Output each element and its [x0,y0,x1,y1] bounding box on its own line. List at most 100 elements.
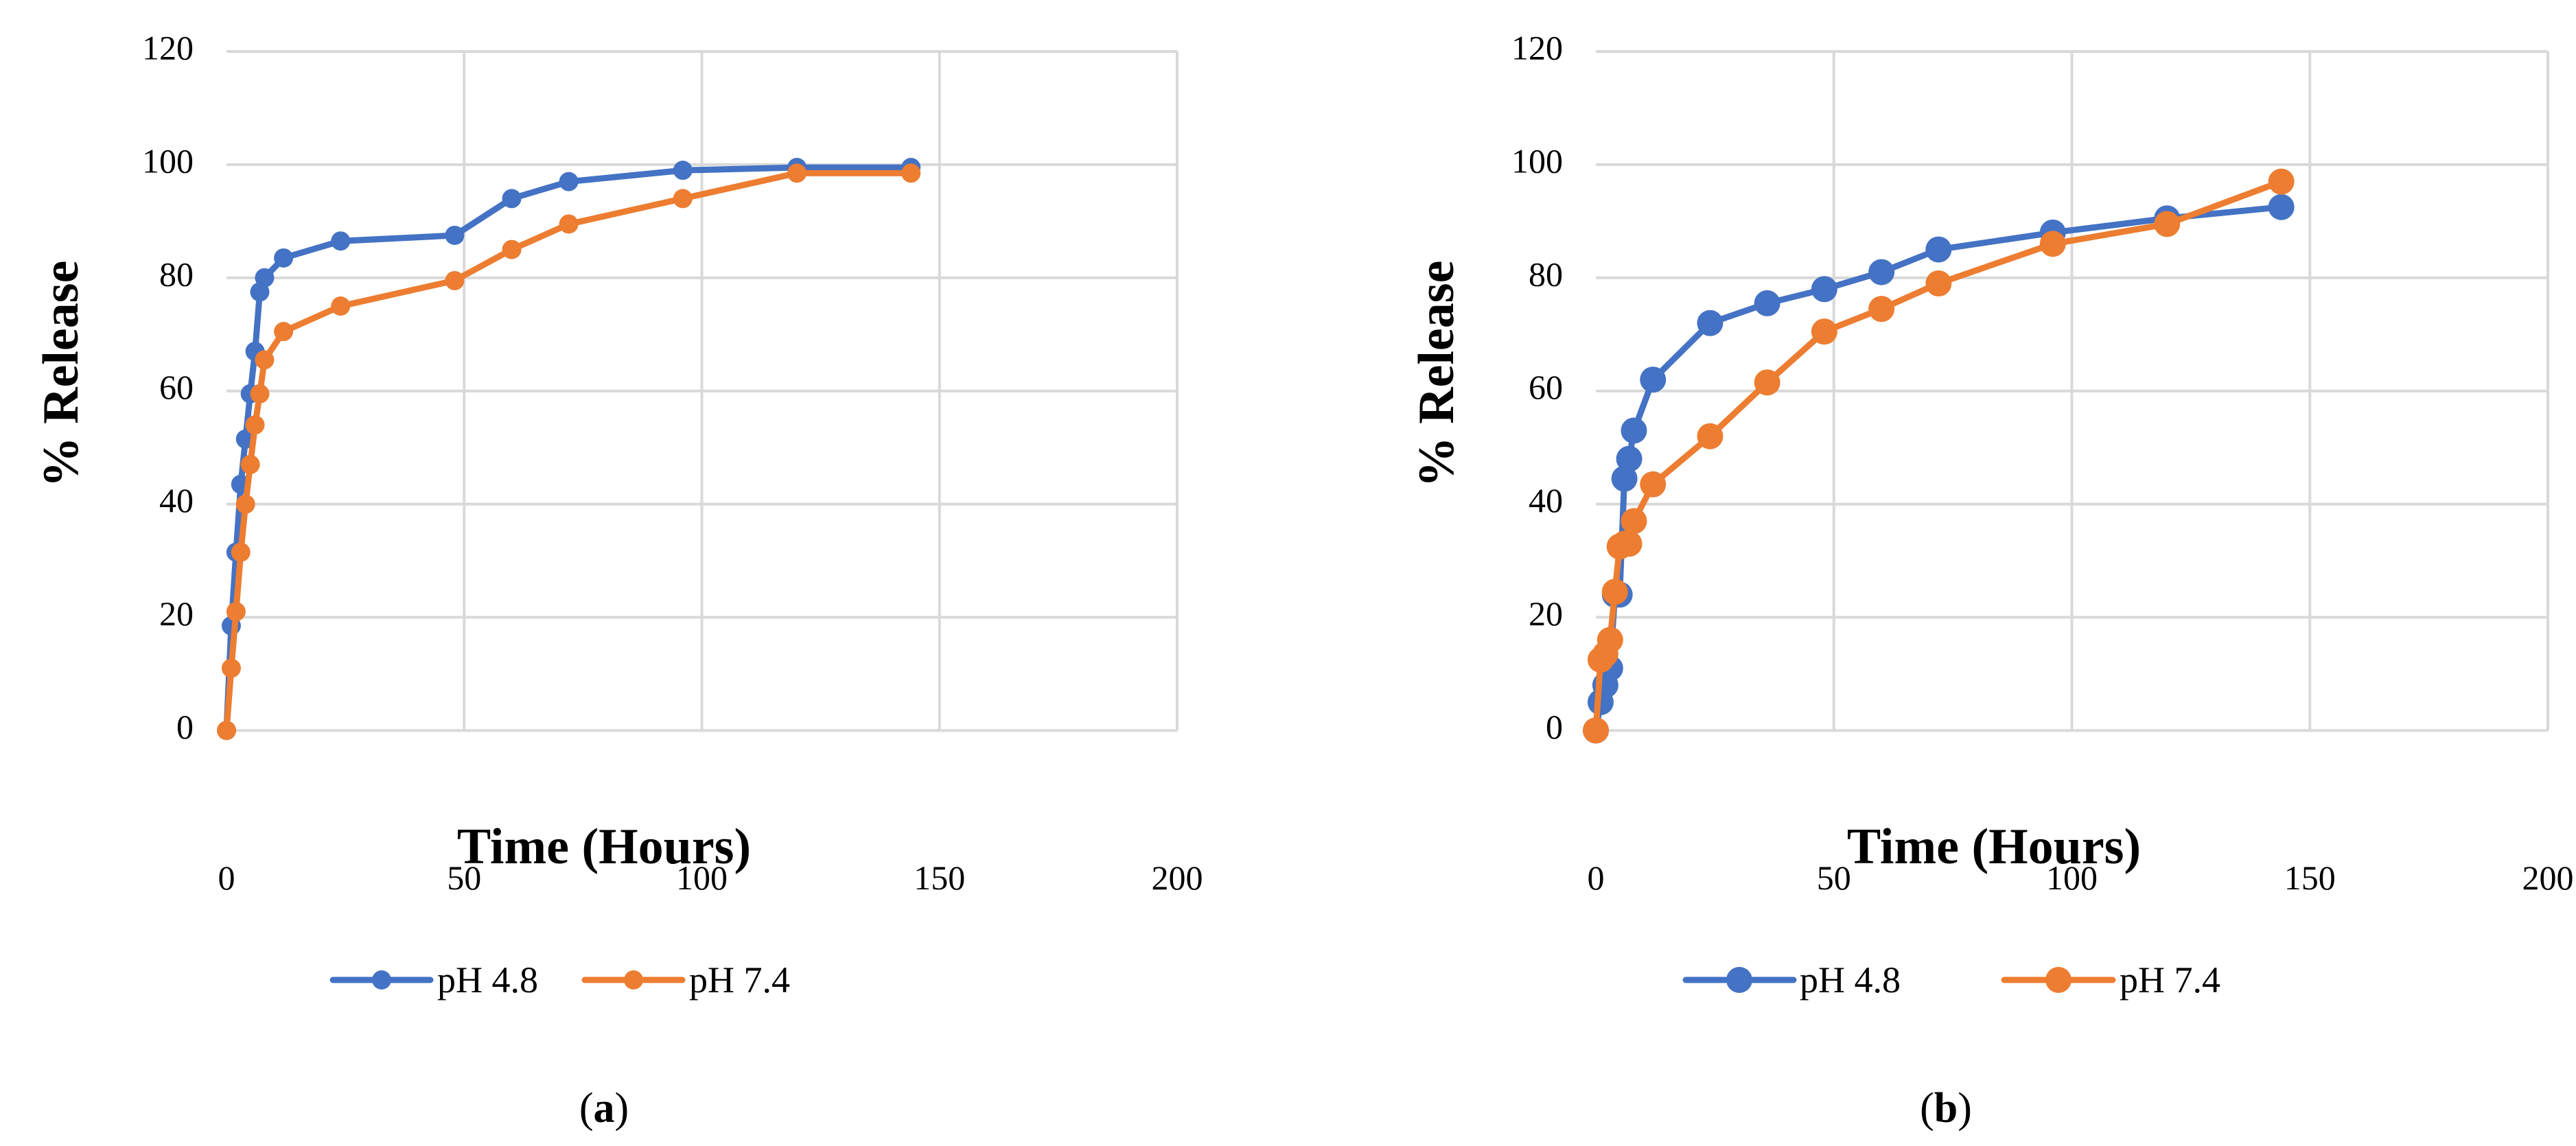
data-point [255,268,275,288]
series-line [1596,182,2282,731]
y-tick-label: 100 [1511,141,1563,180]
data-point [502,189,522,209]
y-tick-label: 40 [159,481,194,519]
data-point [1616,445,1643,472]
y-tick-label: 60 [1529,368,1563,406]
y-tick-label: 80 [1529,255,1563,293]
gridlines [227,51,1177,730]
data-point [2268,194,2295,220]
data-point [1754,290,1780,316]
x-tick-label: 150 [914,858,965,897]
x-axis-title: Time (Hours) [457,819,751,875]
y-tick-label: 0 [1546,708,1563,746]
data-point [240,454,260,474]
series-line [227,167,911,730]
data-point [245,415,265,435]
data-point [559,172,579,191]
legend-item-ph-7-4[interactable]: pH 7.4 [581,959,790,1001]
data-point [1621,508,1647,535]
panel-label-a: (a) [579,1085,629,1132]
x-tick-labels: 0 50 100 150 200 [1588,858,2574,897]
data-point [1697,309,1724,336]
data-point [1697,423,1724,449]
legend-item-ph-4-8[interactable]: pH 4.8 [1682,959,1901,1001]
x-tick-label: 100 [676,858,728,897]
y-tick-label: 0 [176,708,194,746]
legend-label-ph-7-4: pH 7.4 [2120,959,2220,1001]
legend: pH 4.8 pH 7.4 [329,959,790,1001]
data-point [217,721,236,740]
data-point [1583,717,1609,744]
data-point [331,296,351,316]
series-line [227,173,911,730]
y-tick-labels: 0 20 40 60 80 100 120 [1511,28,1563,745]
x-tick-label: 200 [1152,858,1203,897]
x-tick-label: 50 [1817,858,1851,897]
x-tick-labels: 0 50 100 150 200 [218,858,1203,897]
legend-item-ph-7-4[interactable]: pH 7.4 [2001,959,2220,1001]
data-point [1925,236,1952,263]
data-point [1616,530,1643,557]
legend-swatch-marker [2045,967,2072,993]
legend-swatch-marker [624,970,643,990]
legend-label-ph-4-8: pH 4.8 [437,959,538,1001]
y-tick-labels: 0 20 40 60 80 100 120 [142,28,194,745]
data-point [2039,231,2066,257]
y-tick-label: 100 [142,141,194,180]
panel-label-b: (b) [1920,1085,1972,1132]
data-point [274,322,294,342]
data-point [1611,465,1638,492]
chart-panel-b: 0 20 40 60 80 100 120 0 50 100 150 200 % Release T… [1408,28,2574,1132]
data-point [1640,471,1667,498]
data-point [1754,369,1780,396]
data-point [445,225,465,245]
series-group [1583,168,2295,744]
data-point [331,231,351,251]
legend-item-ph-4-8[interactable]: pH 4.8 [329,959,538,1001]
data-point [1601,578,1628,605]
y-tick-label: 20 [1529,594,1563,633]
data-point [901,163,921,183]
y-tick-label: 40 [1529,481,1563,519]
x-tick-label: 150 [2284,858,2336,897]
data-point [2154,211,2181,237]
legend: pH 4.8 pH 7.4 [1682,959,2220,1001]
data-point [1597,627,1623,653]
data-point [221,658,241,678]
legend-label-ph-7-4: pH 7.4 [689,959,790,1001]
y-tick-label: 60 [159,368,194,406]
data-point [274,248,294,268]
data-point [445,270,465,290]
series-group [217,158,921,740]
data-point [2268,168,2295,195]
y-tick-label: 20 [159,594,194,633]
data-point [1868,296,1895,323]
data-point [559,214,579,234]
legend-label-ph-4-8: pH 4.8 [1800,959,1901,1001]
data-point [502,239,522,259]
data-point [235,494,255,514]
x-tick-label: 100 [2046,858,2098,897]
data-point [255,350,275,370]
y-axis-title: % Release [1408,261,1465,488]
data-point [1811,276,1837,303]
x-tick-label: 0 [1588,858,1605,897]
chart-panel-a: 0 20 40 60 80 100 120 0 50 100 150 200 % Release T… [33,28,1203,1132]
x-tick-label: 50 [447,858,481,897]
y-axis-title: % Release [33,261,89,488]
data-point [231,542,251,562]
data-point [673,161,693,180]
y-tick-label: 120 [142,28,194,67]
x-tick-label: 200 [2522,858,2574,897]
legend-swatch-marker [1726,967,1752,993]
x-tick-label: 0 [218,858,235,897]
data-point [1868,259,1895,285]
x-axis-title: Time (Hours) [1847,819,2141,875]
data-point [226,602,246,622]
y-tick-label: 120 [1511,28,1563,67]
data-point [1640,366,1667,393]
data-point [250,384,270,404]
data-point [787,163,807,183]
y-tick-label: 80 [159,255,194,293]
